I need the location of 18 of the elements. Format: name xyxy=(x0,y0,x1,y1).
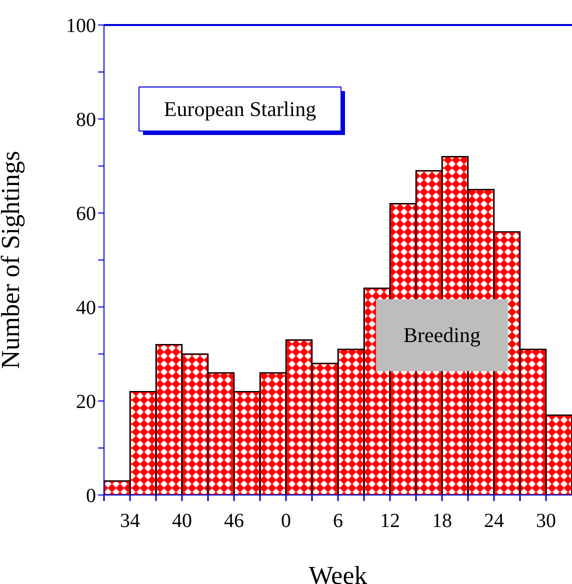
x-tick-label: 34 xyxy=(120,510,140,532)
x-tick-label: 46 xyxy=(224,510,244,532)
y-tick-label: 60 xyxy=(76,203,96,226)
y-tick-label: 80 xyxy=(76,109,96,132)
y-axis-title: Number of Sightings xyxy=(0,150,26,370)
annotation: Breeding xyxy=(404,323,481,348)
x-tick-label: 0 xyxy=(281,510,291,532)
annotation: European Starling xyxy=(164,97,317,121)
y-tick-label: 0 xyxy=(86,485,96,508)
x-tick-label: 30 xyxy=(536,510,556,532)
x-tick-label: 18 xyxy=(432,510,452,532)
x-tick-label: 6 xyxy=(333,510,343,532)
y-tick-label: 20 xyxy=(76,391,96,414)
x-tick-label: 40 xyxy=(172,510,192,532)
y-tick-label: 100 xyxy=(66,15,96,38)
x-tick-label: 12 xyxy=(380,510,400,532)
y-tick-label: 40 xyxy=(76,297,96,320)
x-tick-label: 24 xyxy=(484,510,504,532)
